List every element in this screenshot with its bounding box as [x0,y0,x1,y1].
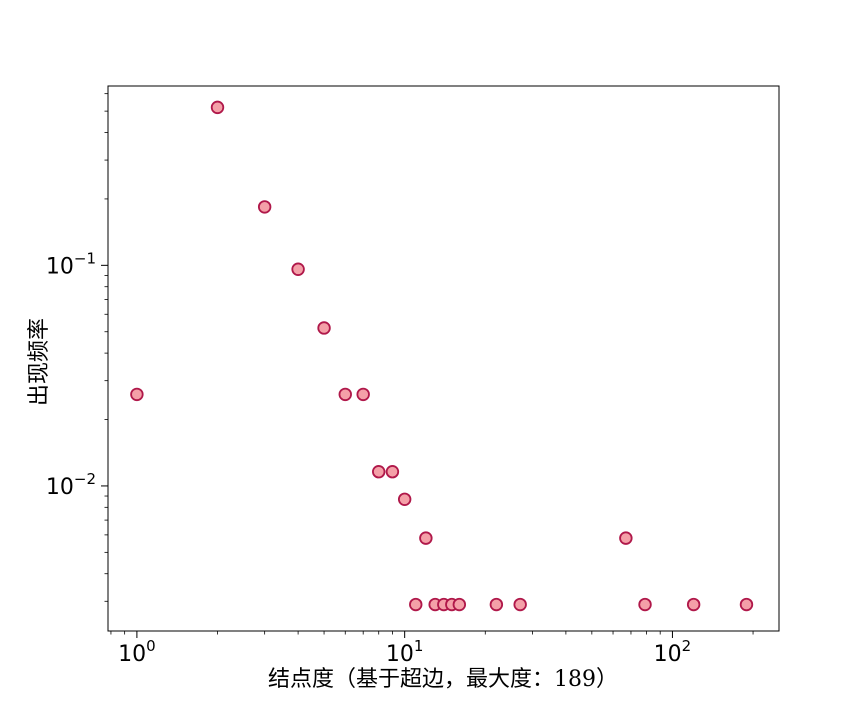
plot-frame [107,85,780,632]
data-point [739,597,754,612]
plot-area [108,86,779,631]
data-point [130,387,144,402]
data-point [397,492,412,506]
x-axis-ticks: 100 101 102 [110,631,754,667]
data-point [291,262,305,276]
data-point [210,100,225,115]
y-axis-ticks: 10−2 10−1 [46,93,108,602]
y-axis-label: 出现频率 [27,318,52,406]
x-tick-label: 102 [654,637,692,667]
x-axis-label: 结点度（基于超边，最大度：189） [268,667,618,692]
data-point [419,531,433,545]
x-tick-label: 100 [118,637,156,667]
data-point [638,597,652,612]
data-point [372,465,386,479]
data-point [409,597,423,612]
data-points [130,100,754,612]
y-tick-label: 10−1 [46,249,96,279]
data-point [489,597,504,612]
data-point [385,465,400,479]
data-point [619,531,633,545]
data-point [356,387,370,402]
data-point [257,200,272,214]
data-point [452,597,467,612]
data-point [513,597,527,612]
data-point [317,321,331,335]
y-tick-label: 10−2 [46,470,96,500]
x-tick-label: 101 [386,637,424,667]
data-point [338,387,352,402]
data-point [686,597,701,612]
